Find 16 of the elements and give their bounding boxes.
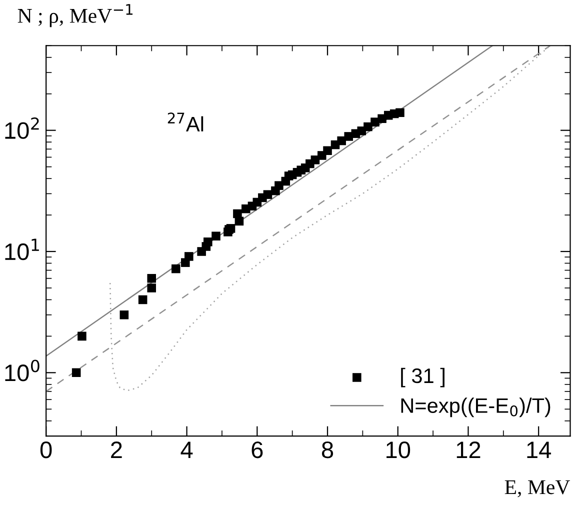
x-axis-title: E, MeV [504, 480, 570, 498]
x-tick-label: 14 [527, 442, 552, 458]
legend-label: N=exp((E-E$_{0}$)/T) [401, 398, 550, 418]
y-tick-label: 10$^{1}$ [5, 238, 39, 260]
y-axis-title: N ; ρ, MeV$^{−1}$ [18, 4, 133, 28]
x-tick-label: 0 [40, 442, 52, 458]
x-tick-label: 6 [252, 442, 263, 458]
x-tick-label: 12 [456, 442, 480, 458]
y-tick-label: 10$^{0}$ [5, 360, 40, 382]
x-tick-label: 4 [180, 442, 193, 458]
x-tick-label: 2 [111, 442, 122, 458]
legend-label: [ 31 ] [401, 368, 444, 388]
annotation: $^{27}$Al [168, 112, 204, 132]
x-tick-label: 8 [322, 442, 334, 458]
x-tick-label: 10 [386, 442, 410, 458]
y-tick-label: 10$^{2}$ [5, 117, 39, 139]
